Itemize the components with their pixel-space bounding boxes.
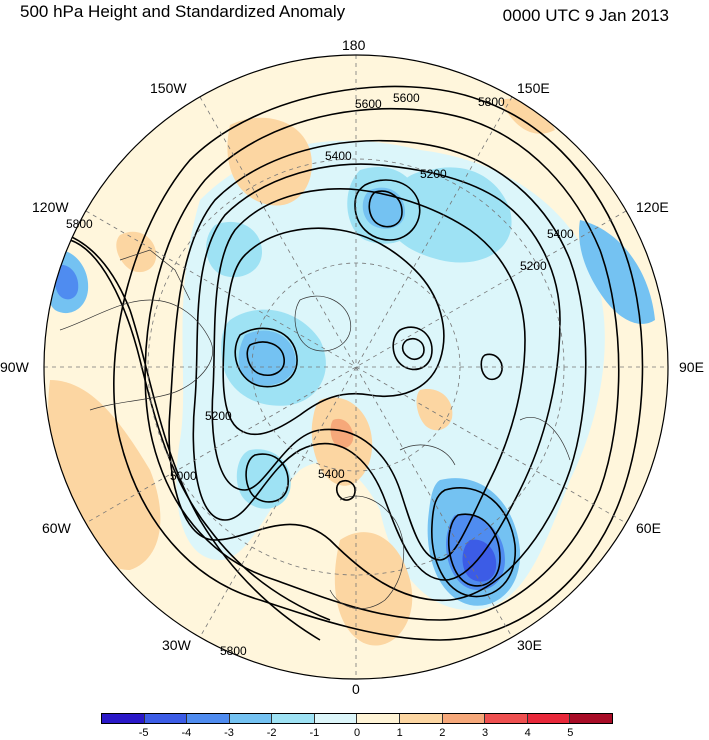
lon-label-30w: 30W <box>162 637 191 653</box>
colorbar-label: 4 <box>524 727 531 739</box>
map-title: 500 hPa Height and Standardized Anomaly <box>20 2 346 21</box>
contour-label: 5200 <box>420 167 447 181</box>
colorbar-label: 1 <box>396 727 403 739</box>
colorbar-label: -4 <box>181 727 192 739</box>
lon-label-150e: 150E <box>517 80 550 96</box>
colorbar-swatch <box>357 714 401 723</box>
anomaly-shading <box>44 98 655 646</box>
coastlines <box>59 249 571 609</box>
lon-label-0: 0 <box>352 681 360 697</box>
contour-label-layer: 5600 5600 5800 5400 5200 5400 5200 5800 … <box>66 91 574 658</box>
colorbar-swatch <box>144 714 188 723</box>
contour-label: 5600 <box>355 97 382 111</box>
contour-label: 5800 <box>220 644 247 658</box>
map-timestamp: 0000 UTC 9 Jan 2013 <box>502 6 669 25</box>
colorbar-swatch <box>102 714 145 723</box>
colorbar-swatch <box>187 714 230 723</box>
colorbar-label: 2 <box>439 727 446 739</box>
map-border <box>43 54 669 680</box>
contour-label: 5800 <box>478 95 505 109</box>
colorbar-label: -5 <box>138 727 149 739</box>
contour-label: 5400 <box>325 149 352 163</box>
colorbar-label: 5 <box>567 727 574 739</box>
colorbar-label: 3 <box>481 727 489 739</box>
contour-label: 5000 <box>170 469 197 483</box>
lon-label-90w: 90W <box>0 359 29 375</box>
colorbar-swatch <box>485 714 528 723</box>
contour-label: 5200 <box>520 259 547 273</box>
contour-label: 5600 <box>393 91 420 105</box>
colorbar-swatch <box>229 714 273 723</box>
contour-label: 5400 <box>547 227 574 241</box>
colorbar-label: -1 <box>309 727 320 739</box>
contour-label: 5800 <box>66 217 93 231</box>
lon-label-60e: 60E <box>636 520 661 536</box>
lon-label-120e: 120E <box>636 199 669 215</box>
height-contours <box>44 85 644 641</box>
colorbar-swatch <box>570 714 612 723</box>
colorbar-label: -3 <box>224 727 234 739</box>
colorbar-label: 0 <box>353 727 361 739</box>
colorbar-swatch <box>442 714 486 723</box>
colorbar-swatch <box>400 714 443 723</box>
anomaly-colorbar <box>101 713 613 724</box>
lon-label-150w: 150W <box>150 80 187 96</box>
contour-label: 5400 <box>318 467 345 481</box>
colorbar-label: -2 <box>266 727 277 739</box>
colorbar-swatch <box>272 714 315 723</box>
lon-label-30e: 30E <box>517 637 542 653</box>
graticule <box>44 55 668 679</box>
lon-label-180: 180 <box>342 37 366 53</box>
colorbar-swatch <box>314 714 358 723</box>
contour-label: 5200 <box>205 409 232 423</box>
lon-label-90e: 90E <box>679 359 704 375</box>
lon-label-60w: 60W <box>42 520 71 536</box>
colorbar-swatch <box>527 714 571 723</box>
lon-label-120w: 120W <box>32 199 69 215</box>
